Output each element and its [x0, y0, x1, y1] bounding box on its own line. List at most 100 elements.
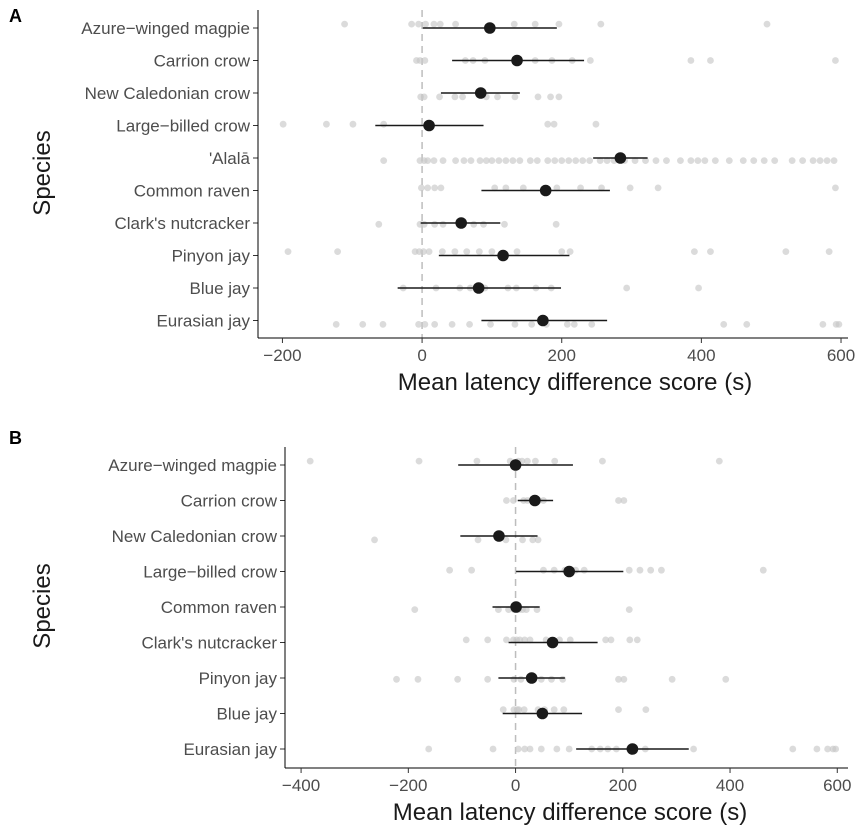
panel-b-data-point [722, 675, 730, 683]
panel-a-means [423, 22, 627, 327]
panel-b-data-point [521, 636, 529, 644]
panel-b-data-point [550, 566, 558, 574]
panel-b-means [493, 459, 639, 755]
panel-b-mean-point [493, 530, 505, 542]
panel-b-data-point [505, 606, 512, 613]
panel-b-data-point [414, 675, 422, 683]
panel-b-y-tick-label: Common raven [161, 598, 277, 617]
panel-a-xticks: −200 0 200 400 600 [258, 337, 855, 365]
panel-b: B Azure−winged magpie Carrion crow New Cal… [9, 428, 851, 826]
panel-b-x-tick-label: 0 [511, 776, 520, 795]
panel-b-data-point [690, 745, 697, 753]
panel-a-data-point [379, 321, 387, 328]
panel-a-data-point [452, 157, 459, 165]
panel-a-data-point [551, 157, 559, 165]
panel-a-data-point [832, 184, 839, 192]
panel-a-data-point [695, 284, 702, 292]
panel-b-yticks: Azure−winged magpie Carrion crow New Caled… [108, 447, 286, 768]
panel-a-mean-point [511, 54, 523, 67]
panel-a-data-point [501, 220, 508, 228]
panel-a-data-point [663, 157, 670, 165]
panel-b-data-point [526, 745, 534, 753]
panel-b-data-point [484, 675, 492, 683]
panel-a-data-point [579, 157, 587, 165]
panel-a-data-point [439, 157, 447, 165]
panel-a-data-point [417, 184, 425, 192]
panel-b-data-point [474, 536, 482, 544]
panel-a-data-point [642, 157, 649, 165]
panel-a-data-point [430, 20, 438, 28]
panel-a-data-point [494, 93, 501, 101]
panel-a-data-point [475, 248, 483, 256]
panel-b-data-point [503, 497, 510, 504]
panel-a-data-point [816, 157, 824, 165]
panel-b-y-tick-label: Eurasian jay [183, 740, 277, 759]
panel-b-data-point [551, 457, 559, 465]
panel-b-x-axis-title: Mean latency difference score (s) [393, 799, 747, 826]
panel-a-data-point [431, 321, 439, 328]
panel-b-mean-point [509, 459, 522, 471]
panel-a-data-point [436, 93, 443, 101]
panel-a-data-point [459, 93, 466, 101]
panel-a-data-point [488, 248, 496, 256]
panel-a-data-point [565, 157, 573, 165]
panel-a-data-point [531, 20, 539, 28]
panel-a-data-point [588, 321, 596, 328]
panel-b-mean-point [546, 636, 559, 649]
panel-b-data-point [832, 745, 840, 753]
panel-b-data-point [668, 675, 676, 683]
panel-b-data-point [526, 636, 534, 644]
panel-a-data-point [533, 157, 541, 165]
panel-b-data-point [559, 675, 567, 683]
panel-b-x-tick-label: 600 [823, 776, 851, 795]
panel-a-data-point [687, 157, 695, 165]
panel-a-data-point [547, 93, 554, 101]
panel-a-data-point [552, 220, 560, 228]
panel-a-data-point [516, 157, 524, 165]
panel-a-x-tick-label: 600 [827, 346, 855, 365]
panel-b-data-point [615, 706, 622, 713]
panel-a-data-point [416, 57, 424, 64]
panel-a-y-tick-label: Azure−winged magpie [81, 19, 250, 38]
panel-a-data-point [332, 321, 340, 328]
panel-a-data-point [513, 248, 521, 256]
panel-a-data-point [720, 321, 728, 328]
panel-a-y-tick-label: 'Alalā [209, 149, 251, 168]
panel-b-data-point [393, 675, 400, 683]
panel-b-data-point [516, 636, 524, 644]
panel-a-data-point [380, 120, 388, 128]
panel-a-data-point [823, 157, 831, 165]
panel-a-data-point [603, 157, 611, 165]
panel-a-data-point [707, 57, 714, 64]
panel-b-data-point [519, 536, 526, 544]
panel-b-data-point [626, 636, 634, 644]
panel-a-data-point [430, 157, 438, 165]
panel-a-data-point [451, 248, 459, 256]
panel-b-data-point [759, 566, 767, 574]
panel-a-data-point [425, 248, 433, 256]
panel-a-data-point [832, 57, 839, 64]
panel-a-data-point [544, 120, 552, 128]
panel-a-data-point [341, 20, 348, 28]
panel-b-data-point [566, 636, 574, 644]
panel-a-data-point [511, 321, 519, 328]
panel-a-data-point [467, 157, 475, 165]
panel-b-mean-point [563, 565, 575, 578]
panel-b-data-point [462, 636, 470, 644]
panel-a-data-point [550, 120, 558, 128]
panel-a-data-point [463, 248, 471, 256]
panel-a-data-point [284, 248, 292, 256]
panel-a-data-point [534, 93, 542, 101]
panel-b-data-point [446, 566, 454, 574]
panel-b-data-point [813, 745, 821, 753]
panel-b-data-point [615, 497, 622, 504]
panel-b-data-point [371, 536, 378, 544]
panel-a-data-point [488, 157, 496, 165]
panel-b-x-tick-label: −400 [282, 776, 320, 795]
panel-b-data-point [537, 745, 545, 753]
panel-a-data-point [586, 57, 594, 64]
panel-b-errorbars [458, 464, 689, 750]
panel-a-data-point [577, 184, 584, 192]
panel-a-data-point [349, 120, 357, 128]
panel-b-data-point [534, 536, 542, 544]
